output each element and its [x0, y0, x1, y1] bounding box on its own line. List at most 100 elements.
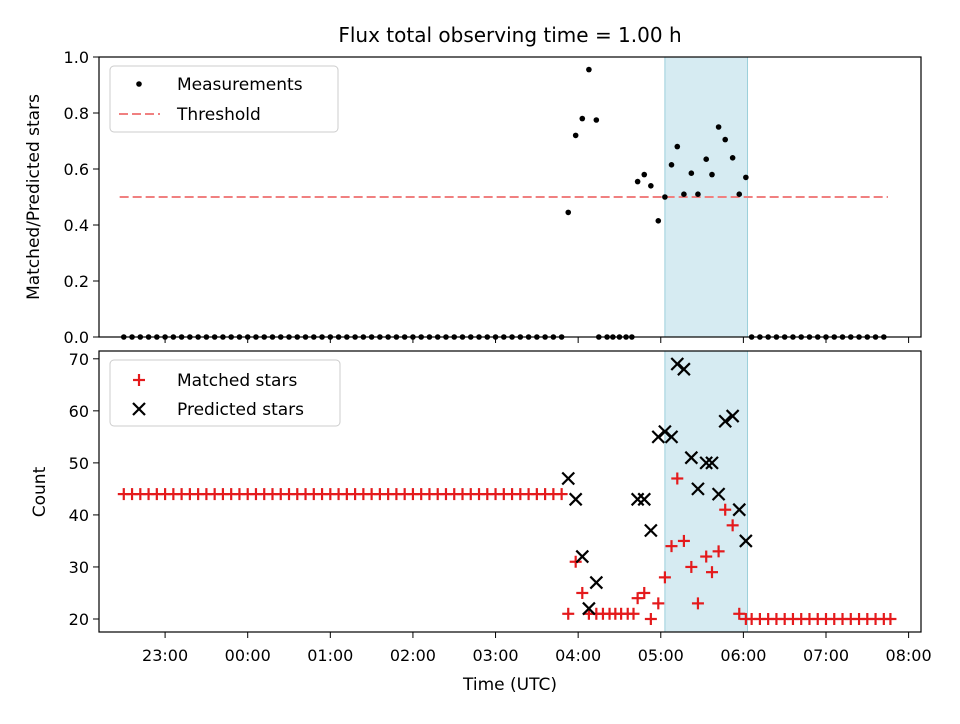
- x-tick-label: 02:00: [390, 646, 436, 665]
- predicted-star-point: [699, 456, 713, 470]
- measurement-point: [593, 117, 600, 123]
- bottom-highlight-span: [664, 350, 749, 633]
- measurement-point: [648, 183, 654, 189]
- predicted-star-point: [568, 492, 583, 507]
- matched-star-point: [638, 586, 651, 599]
- measurement-point: [641, 171, 648, 178]
- matched-star-point: [705, 566, 718, 579]
- legend-threshold-label: Threshold: [176, 105, 261, 125]
- matched-star-point: [712, 545, 725, 558]
- top-y-axis-label: Matched/Predicted stars: [24, 94, 44, 300]
- predicted-star-point: [664, 430, 679, 444]
- matched-star-point: [644, 612, 657, 625]
- matched-star-point: [700, 550, 713, 563]
- top-y-tick-label: 0.4: [64, 216, 89, 235]
- measurement-point: [634, 178, 641, 185]
- measurement-point: [729, 155, 736, 161]
- matched-star-point: [691, 597, 704, 610]
- bottom-y-axis-label: Count: [30, 466, 50, 517]
- measurement-point: [662, 194, 668, 200]
- predicted-star-point: [684, 450, 699, 465]
- predicted-star-point: [691, 482, 705, 496]
- predicted-star-point: [725, 409, 740, 423]
- x-tick-label: 03:00: [472, 646, 518, 665]
- measurement-point: [703, 156, 710, 162]
- predicted-star-point: [561, 471, 576, 486]
- predicted-star-point: [705, 456, 719, 470]
- top-plot-frame: [98, 56, 922, 338]
- chart-title: Flux total observing time = 1.00 h: [338, 23, 681, 47]
- matched-star-point: [555, 488, 568, 501]
- top-y-tick-label: 0.2: [64, 272, 89, 291]
- bottom-plot-frame: [98, 350, 922, 633]
- measurement-point: [681, 191, 687, 197]
- predicted-star-point: [718, 414, 732, 429]
- top-y-tick-label: 1.0: [64, 48, 89, 67]
- x-tick-label: 01:00: [307, 646, 353, 665]
- bottom-y-tick-label: 40: [69, 506, 89, 525]
- measurement-point: [715, 124, 722, 130]
- legend-measurements-label: Measurements: [177, 75, 303, 95]
- bottom-y-tick-label: 30: [69, 558, 89, 577]
- x-tick-label: 08:00: [886, 646, 932, 665]
- predicted-star-point: [644, 523, 658, 538]
- measurement-point: [709, 171, 715, 178]
- top-panel: 0.0 0.2 0.4 0.6 0.8 1.0 Matched/Predicted sta…: [24, 48, 922, 347]
- predicted-star-point: [739, 534, 753, 548]
- matched-star-point: [733, 607, 746, 620]
- top-y-tick-label: 0.0: [64, 328, 89, 347]
- matched-star-point: [685, 560, 698, 573]
- measurement-point: [565, 209, 572, 216]
- measurement-point: [695, 191, 701, 197]
- x-tick-label: 23:00: [142, 646, 188, 665]
- legend-measurements-marker: [136, 81, 142, 87]
- legend-matched-label: Matched stars: [177, 371, 297, 391]
- matched-star-point: [562, 607, 575, 620]
- x-tick-label: 00:00: [225, 646, 271, 665]
- measurement-point: [743, 174, 749, 181]
- matched-star-point: [719, 503, 732, 516]
- predicted-star-point: [582, 601, 596, 616]
- predicted-star-point: [732, 502, 747, 517]
- measurement-point: [572, 132, 579, 139]
- x-tick-label: 04:00: [555, 646, 601, 665]
- predicted-star-point: [589, 575, 604, 590]
- predicted-star-point: [711, 487, 726, 501]
- predicted-star-point: [677, 362, 691, 376]
- top-y-tick-label: 0.6: [64, 160, 89, 179]
- measurement-point: [586, 66, 592, 73]
- matched-star-point: [627, 607, 640, 620]
- x-tick-label: 07:00: [803, 646, 849, 665]
- matched-star-point: [631, 592, 644, 605]
- legend-predicted-label: Predicted stars: [177, 400, 304, 420]
- bottom-panel: 20 30 40 50 60 70 23:00 00:00 01:00 02:00 03:00 04…: [30, 350, 932, 695]
- measurement-point: [668, 162, 675, 168]
- x-axis-label: Time (UTC): [462, 675, 557, 695]
- bottom-y-tick-label: 60: [69, 402, 89, 421]
- matched-star-point: [677, 534, 690, 547]
- legend-matched-marker: [133, 374, 145, 386]
- x-tick-label: 05:00: [638, 646, 684, 665]
- measurement-point: [688, 170, 695, 176]
- bottom-y-tick-label: 50: [69, 454, 89, 473]
- bottom-y-tick-label: 20: [69, 610, 89, 629]
- measurement-point: [579, 115, 586, 122]
- matched-star-point: [658, 571, 671, 584]
- predicted-star-point: [637, 492, 652, 507]
- legend-predicted-marker: [132, 402, 146, 416]
- predicted-star-point: [575, 549, 590, 564]
- top-y-tick-label: 0.8: [64, 104, 89, 123]
- matched-star-point: [665, 540, 678, 553]
- measurement-point: [655, 218, 662, 224]
- top-legend: Measurements Threshold: [109, 65, 339, 133]
- x-tick-label: 06:00: [720, 646, 766, 665]
- measurement-point: [722, 136, 729, 143]
- matched-star-point: [726, 519, 739, 532]
- bottom-legend: Matched stars Predicted stars: [109, 359, 341, 427]
- matched-star-point: [884, 612, 897, 625]
- measurement-point: [674, 143, 681, 150]
- matched-star-point: [671, 472, 684, 485]
- matched-star-point: [576, 586, 589, 599]
- matched-star-point: [652, 597, 665, 610]
